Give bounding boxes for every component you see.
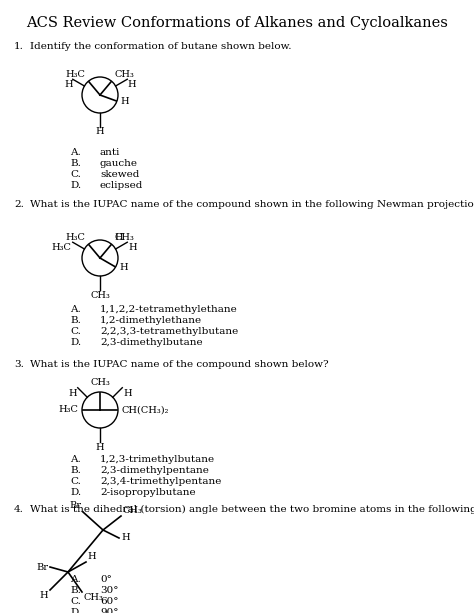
Text: B.: B. [70,466,81,475]
Text: H: H [123,389,132,398]
Text: 60°: 60° [100,597,118,606]
Text: CH₃: CH₃ [115,70,135,79]
Text: 1.: 1. [14,42,24,51]
Text: B.: B. [70,586,81,595]
Text: A.: A. [70,305,81,314]
Text: What is the IUPAC name of the compound shown below?: What is the IUPAC name of the compound s… [30,360,328,369]
Text: 30°: 30° [100,586,118,595]
Text: H: H [68,389,77,398]
Text: 3.: 3. [14,360,24,369]
Text: CH₃: CH₃ [90,378,110,387]
Text: H: H [120,97,129,106]
Text: 2,3,4-trimethylpentane: 2,3,4-trimethylpentane [100,477,221,486]
Text: CH₃: CH₃ [84,593,104,602]
Text: 4.: 4. [14,505,24,514]
Text: C.: C. [70,170,81,179]
Text: 2,3-dimethylpentane: 2,3-dimethylpentane [100,466,209,475]
Text: H₃C: H₃C [52,243,72,253]
Text: 1,1,2,2-tetramethylethane: 1,1,2,2-tetramethylethane [100,305,238,314]
Text: 2.: 2. [14,200,24,209]
Text: D.: D. [70,488,81,497]
Text: H: H [121,533,129,543]
Text: Identify the conformation of butane shown below.: Identify the conformation of butane show… [30,42,292,51]
Text: 1,2,3-trimethylbutane: 1,2,3-trimethylbutane [100,455,215,464]
Text: eclipsed: eclipsed [100,181,143,190]
Text: H: H [96,128,104,137]
Text: H: H [39,591,48,600]
Text: B.: B. [70,316,81,325]
Text: H₃C: H₃C [65,70,85,79]
Text: A.: A. [70,575,81,584]
Text: 1,2-dimethylethane: 1,2-dimethylethane [100,316,202,325]
Text: 2,3-dimethylbutane: 2,3-dimethylbutane [100,338,202,347]
Text: CH₃: CH₃ [90,292,110,300]
Text: A.: A. [70,455,81,464]
Text: A.: A. [70,148,81,157]
Text: H₃C: H₃C [58,406,78,414]
Text: H: H [87,552,96,561]
Text: C.: C. [70,477,81,486]
Text: H: H [115,233,123,242]
Text: C.: C. [70,327,81,336]
Text: C.: C. [70,597,81,606]
Text: Br: Br [36,563,48,571]
Text: ACS Review Conformations of Alkanes and Cycloalkanes: ACS Review Conformations of Alkanes and … [26,16,448,30]
Text: What is the dihedral (torsion) angle between the two bromine atoms in the follow: What is the dihedral (torsion) angle bet… [30,505,474,514]
Text: B.: B. [70,159,81,168]
Text: Br: Br [69,501,81,510]
Text: D.: D. [70,608,81,613]
Text: CH₃: CH₃ [115,233,135,242]
Text: D.: D. [70,338,81,347]
Text: 0°: 0° [100,575,112,584]
Text: H: H [96,443,104,452]
Text: 2-isopropylbutane: 2-isopropylbutane [100,488,196,497]
Text: 90°: 90° [100,608,118,613]
Text: CH(CH₃)₂: CH(CH₃)₂ [122,406,169,414]
Text: H: H [128,80,136,89]
Text: skewed: skewed [100,170,139,179]
Text: gauche: gauche [100,159,138,168]
Text: H: H [64,80,73,89]
Text: D.: D. [70,181,81,190]
Text: H: H [119,264,128,272]
Text: H₃C: H₃C [65,233,85,242]
Text: H: H [128,243,137,253]
Text: 2,2,3,3-tetramethylbutane: 2,2,3,3-tetramethylbutane [100,327,238,336]
Text: CH₃: CH₃ [123,506,143,515]
Text: What is the IUPAC name of the compound shown in the following Newman projection?: What is the IUPAC name of the compound s… [30,200,474,209]
Text: anti: anti [100,148,120,157]
